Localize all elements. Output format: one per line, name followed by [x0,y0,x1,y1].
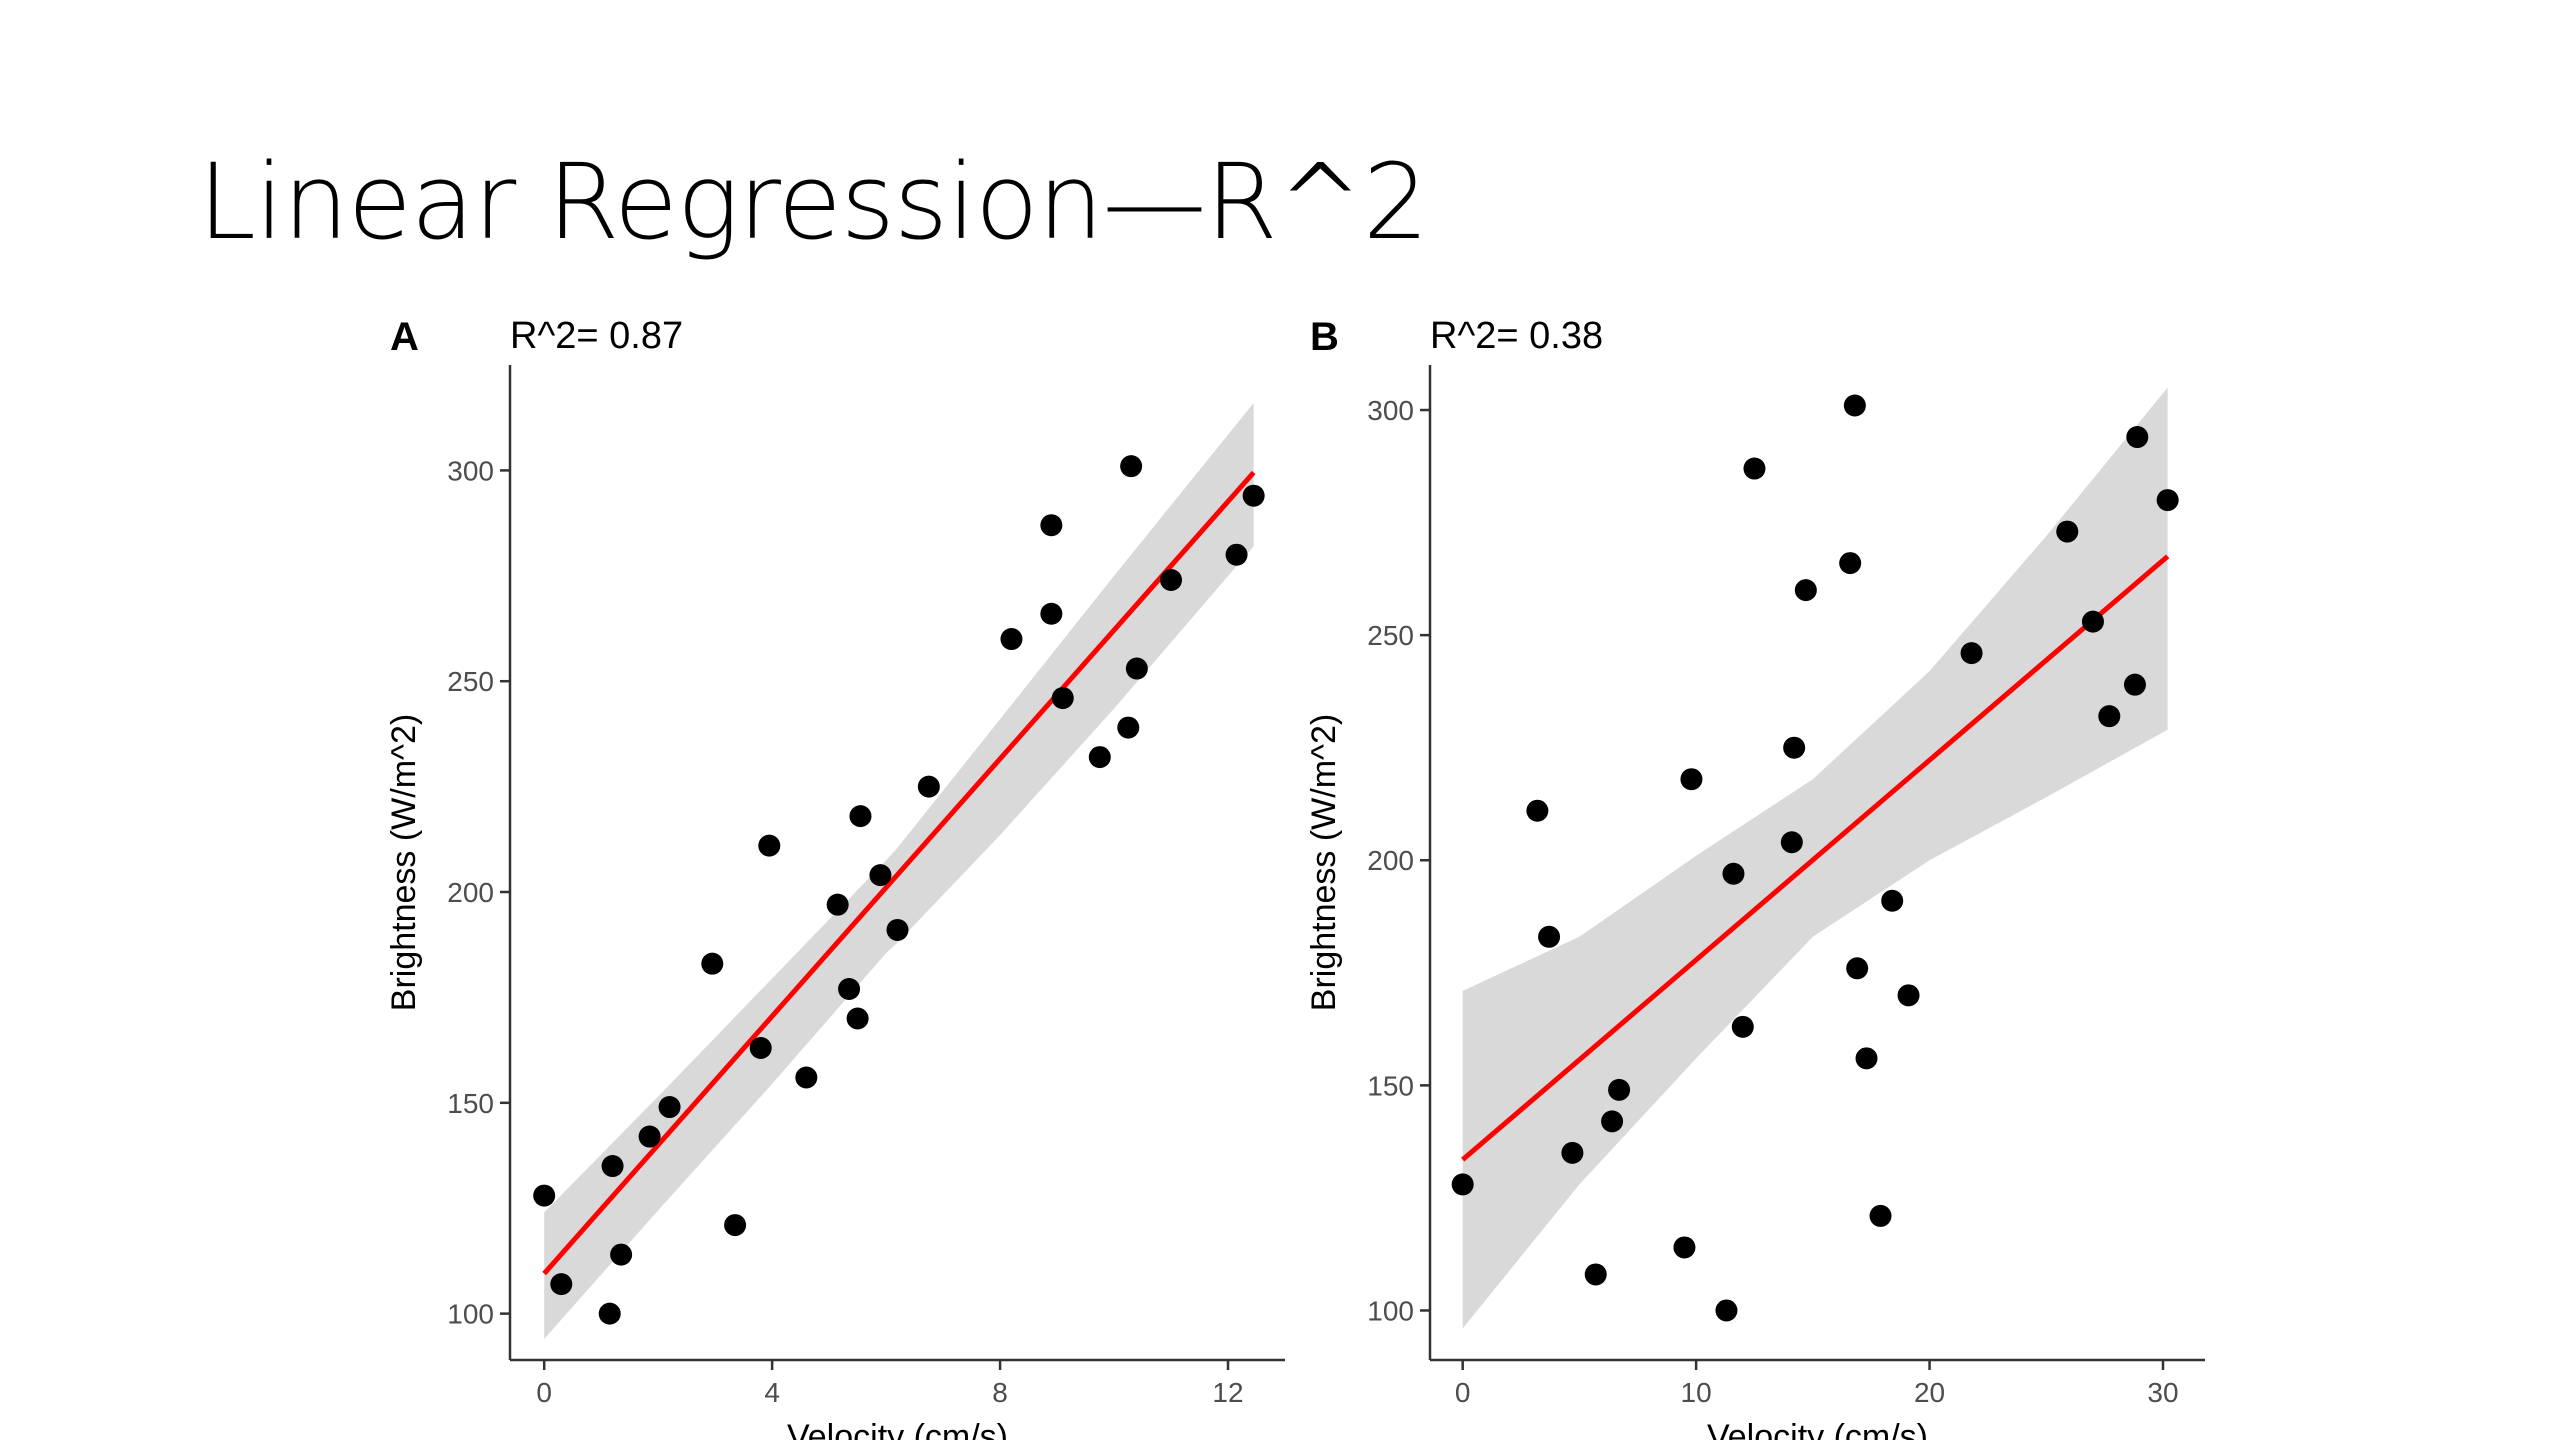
data-point [638,1125,661,1148]
x-axis-label: Velocity (cm/s) [787,1418,1008,1440]
y-tick-label: 200 [1367,845,1414,876]
data-point [1120,455,1143,478]
data-point [1715,1299,1738,1322]
data-point [1780,831,1803,854]
y-tick-label: 300 [1367,395,1414,426]
data-point [2098,705,2121,728]
data-point [1843,394,1866,417]
data-point [1160,569,1183,592]
data-point [1743,457,1766,480]
data-point [1839,552,1862,575]
data-point [2156,489,2179,512]
data-point [1673,1236,1696,1259]
x-tick-label: 10 [1681,1377,1712,1408]
data-point [1117,716,1140,739]
data-point [550,1273,573,1296]
data-point [658,1096,681,1119]
data-point [849,805,872,828]
data-point [1855,1047,1878,1070]
data-point [1242,484,1265,507]
panel-label: A [390,315,419,359]
x-tick-label: 4 [764,1377,780,1408]
y-axis-label: Brightness (W/m^2) [1305,714,1343,1011]
chart-panel-a: A R^2= 0.87 100 150 200 250 300 0 4 8 12 Velocity (… [385,315,1285,1440]
data-point [1731,1015,1754,1038]
data-point [1088,746,1111,769]
data-point [1722,862,1745,885]
regression-line [542,470,1256,1276]
x-tick-label: 12 [1212,1377,1243,1408]
data-point [886,918,909,941]
y-tick-label: 300 [447,455,494,486]
y-tick-label: 100 [447,1299,494,1330]
chart-panel-b: B R^2= 0.38 100 150 200 250 300 0 10 20 30 Velocity… [1305,315,2205,1440]
x-axis-label: Velocity (cm/s) [1707,1418,1928,1440]
data-point [749,1037,772,1060]
data-point [846,1007,869,1030]
data-point [533,1184,556,1207]
x-tick-label: 20 [1914,1377,1945,1408]
data-point [598,1302,621,1325]
data-point [1040,514,1063,537]
data-point [1040,602,1063,625]
data-point [1881,889,1904,912]
data-point [2126,426,2149,449]
data-point [610,1243,633,1266]
data-point [2056,520,2079,543]
data-point [1526,799,1549,822]
y-tick-label: 150 [447,1088,494,1119]
data-point [795,1066,818,1089]
data-point [838,977,861,1000]
chart-title: R^2= 0.87 [510,315,683,357]
data-point [724,1214,747,1237]
data-point [1125,657,1148,680]
data-point [701,952,724,975]
data-point [1538,925,1561,948]
data-point [869,864,892,887]
y-tick-label: 100 [1367,1295,1414,1326]
y-axis-label: Brightness (W/m^2) [385,714,423,1011]
data-point [1225,543,1248,566]
data-point [1680,768,1703,791]
data-point [1561,1141,1584,1164]
chart-title: R^2= 0.38 [1430,315,1603,357]
x-tick-label: 0 [536,1377,552,1408]
data-point [1869,1204,1892,1227]
data-point [1783,736,1806,759]
y-tick-label: 200 [447,877,494,908]
data-point [758,834,781,857]
data-point [601,1155,624,1178]
panel-label: B [1310,315,1339,359]
data-point [1846,957,1869,980]
regression-line [1461,554,2170,1162]
data-point [1000,628,1023,651]
x-tick-label: 30 [2147,1377,2178,1408]
data-point [1601,1110,1624,1133]
data-point [1794,579,1817,602]
x-tick-label: 0 [1455,1377,1471,1408]
data-point [1451,1173,1474,1196]
y-tick-label: 150 [1367,1070,1414,1101]
data-point [1051,687,1074,710]
data-point [2081,610,2104,633]
data-point [1897,984,1920,1007]
x-tick-label: 8 [992,1377,1008,1408]
data-point [1960,642,1983,665]
slide-title: Linear Regression—R^2 [198,141,1429,263]
data-point [826,893,849,916]
data-point [917,775,940,798]
data-point [1584,1263,1607,1286]
data-point [1608,1078,1631,1101]
data-point [2123,673,2146,696]
y-tick-label: 250 [1367,620,1414,651]
y-tick-label: 250 [447,666,494,697]
